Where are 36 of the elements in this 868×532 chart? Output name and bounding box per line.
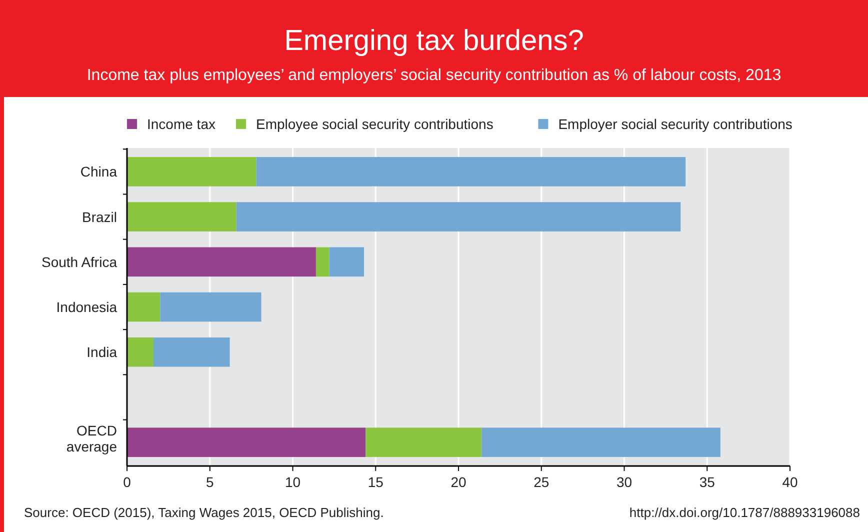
bar bbox=[127, 157, 256, 186]
x-tick-label: 5 bbox=[206, 474, 214, 490]
bar bbox=[236, 202, 681, 232]
x-tick-label: 35 bbox=[699, 474, 716, 490]
legend-label: Employee social security contributions bbox=[256, 116, 494, 132]
x-tick-label: 0 bbox=[123, 474, 132, 490]
bar bbox=[329, 247, 364, 277]
source-note: Source: OECD (2015), Taxing Wages 2015, OECD Publishing. bbox=[24, 505, 384, 520]
bar bbox=[366, 428, 482, 457]
x-tick-label: 40 bbox=[782, 474, 798, 490]
y-tick-label: Brazil bbox=[82, 208, 117, 225]
bar bbox=[127, 202, 236, 232]
bar bbox=[256, 157, 686, 186]
bar bbox=[127, 428, 366, 457]
chart-subtitle: Income tax plus employees’ and employers’ social security contribution as % of labour costs, 2013 bbox=[86, 67, 782, 84]
y-tick-label: India bbox=[86, 344, 118, 360]
x-tick-label: 30 bbox=[616, 474, 632, 490]
bar bbox=[127, 247, 316, 277]
text: http://dx.doi.org/10.1787/888933196088 bbox=[629, 505, 860, 520]
x-tick-label: 15 bbox=[368, 474, 384, 490]
bar bbox=[160, 292, 262, 322]
chart-title: Emerging tax burdens? bbox=[284, 25, 584, 57]
bar bbox=[127, 337, 154, 367]
y-tick-label: Indonesia bbox=[56, 299, 118, 315]
legend-label: Income tax bbox=[147, 116, 216, 132]
y-tick-label: South Africa bbox=[42, 254, 118, 270]
x-tick-label: 25 bbox=[534, 474, 550, 490]
x-tick-label: 10 bbox=[284, 474, 301, 490]
bar bbox=[316, 247, 330, 277]
x-tick-label: 20 bbox=[450, 474, 466, 490]
legend-label: Employer social security contributions bbox=[558, 116, 792, 132]
bar bbox=[154, 337, 230, 367]
y-tick-label: China bbox=[80, 164, 118, 180]
bar bbox=[482, 428, 720, 457]
bar bbox=[127, 292, 160, 322]
y-tick-label: OECD average bbox=[66, 422, 118, 454]
